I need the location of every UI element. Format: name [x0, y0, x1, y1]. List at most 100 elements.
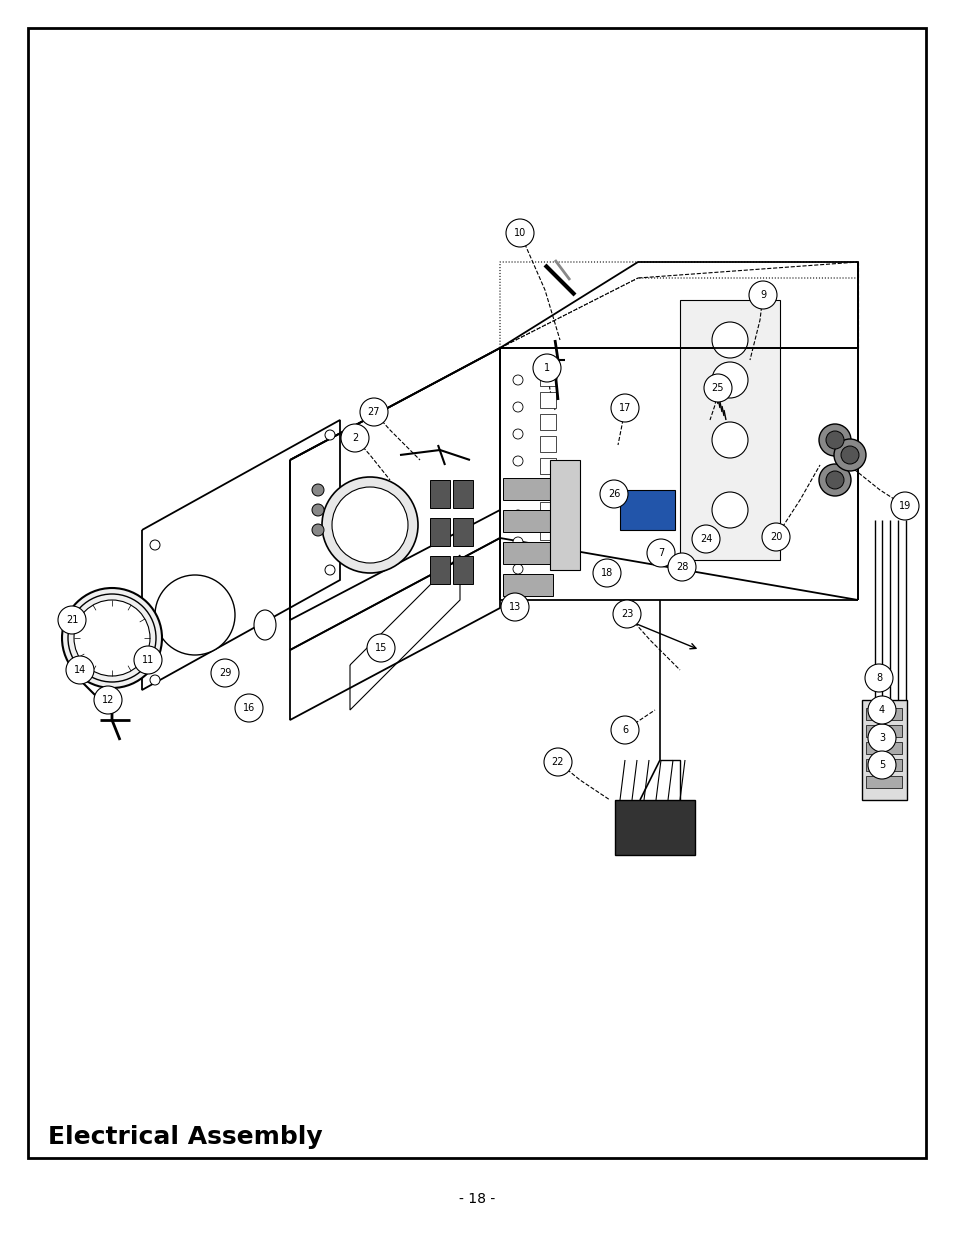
Circle shape [500, 593, 529, 621]
Circle shape [340, 424, 369, 452]
Bar [502, 510, 553, 532]
Circle shape [703, 374, 731, 403]
Circle shape [841, 446, 858, 464]
Text: 8: 8 [875, 673, 882, 683]
Circle shape [325, 430, 335, 440]
Bar [453, 480, 473, 508]
Text: 27: 27 [367, 408, 380, 417]
Text: 14: 14 [73, 664, 86, 676]
Circle shape [312, 484, 324, 496]
Circle shape [867, 724, 895, 752]
Circle shape [543, 748, 572, 776]
Bar [502, 478, 553, 500]
Circle shape [646, 538, 675, 567]
Circle shape [890, 492, 918, 520]
Text: 7: 7 [658, 548, 663, 558]
Circle shape [867, 751, 895, 779]
Bar [865, 776, 901, 788]
Circle shape [711, 322, 747, 358]
Text: 28: 28 [675, 562, 687, 572]
Bar [865, 760, 901, 771]
Bar [539, 436, 556, 452]
Circle shape [359, 398, 388, 426]
Circle shape [748, 282, 776, 309]
Bar [865, 742, 901, 755]
Circle shape [533, 354, 560, 382]
Text: 1: 1 [543, 363, 550, 373]
Text: 13: 13 [508, 601, 520, 613]
Circle shape [833, 438, 865, 471]
Circle shape [211, 659, 239, 687]
Circle shape [818, 464, 850, 496]
Text: 5: 5 [878, 760, 884, 769]
Text: 18: 18 [600, 568, 613, 578]
Circle shape [513, 510, 522, 520]
Bar [430, 517, 450, 546]
Circle shape [322, 477, 417, 573]
Text: 10: 10 [514, 228, 525, 238]
Circle shape [761, 522, 789, 551]
Text: 15: 15 [375, 643, 387, 653]
Circle shape [513, 429, 522, 438]
Text: 22: 22 [551, 757, 563, 767]
Circle shape [825, 431, 843, 450]
Circle shape [513, 403, 522, 412]
Text: 26: 26 [607, 489, 619, 499]
Circle shape [513, 483, 522, 493]
Circle shape [667, 553, 696, 580]
Bar [453, 517, 473, 546]
Bar [865, 725, 901, 737]
Bar [453, 556, 473, 584]
Text: 3: 3 [878, 734, 884, 743]
Circle shape [150, 676, 160, 685]
Circle shape [312, 504, 324, 516]
Text: 16: 16 [243, 703, 254, 713]
Bar [539, 524, 556, 540]
Text: 6: 6 [621, 725, 627, 735]
Circle shape [154, 576, 234, 655]
Bar [502, 542, 553, 564]
Text: 4: 4 [878, 705, 884, 715]
Circle shape [505, 219, 534, 247]
Circle shape [711, 492, 747, 529]
Circle shape [62, 588, 162, 688]
Circle shape [513, 564, 522, 574]
Circle shape [150, 540, 160, 550]
Text: 2: 2 [352, 433, 357, 443]
Circle shape [867, 697, 895, 724]
Text: 25: 25 [711, 383, 723, 393]
Circle shape [325, 564, 335, 576]
Bar [539, 501, 556, 517]
Text: Electrical Assembly: Electrical Assembly [48, 1125, 322, 1149]
Circle shape [691, 525, 720, 553]
Text: 11: 11 [142, 655, 154, 664]
Text: 29: 29 [218, 668, 231, 678]
Bar [619, 490, 675, 530]
Circle shape [94, 685, 122, 714]
Text: 21: 21 [66, 615, 78, 625]
Bar [862, 700, 906, 800]
Bar [539, 391, 556, 408]
Circle shape [599, 480, 627, 508]
Circle shape [367, 634, 395, 662]
Circle shape [711, 362, 747, 398]
Circle shape [593, 559, 620, 587]
Circle shape [312, 524, 324, 536]
Bar [539, 458, 556, 474]
Ellipse shape [253, 610, 275, 640]
Circle shape [613, 600, 640, 629]
Text: 20: 20 [769, 532, 781, 542]
Circle shape [133, 646, 162, 674]
Circle shape [825, 471, 843, 489]
Circle shape [513, 375, 522, 385]
Text: 9: 9 [760, 290, 765, 300]
Bar [539, 480, 556, 496]
Circle shape [74, 600, 150, 676]
Circle shape [610, 716, 639, 743]
Circle shape [513, 456, 522, 466]
Text: 19: 19 [898, 501, 910, 511]
Bar [615, 800, 695, 855]
Bar [865, 708, 901, 720]
Circle shape [66, 656, 94, 684]
Bar [539, 370, 556, 387]
